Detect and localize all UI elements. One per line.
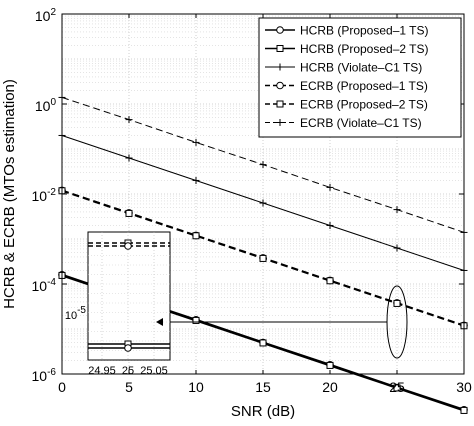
series-5-point-3 [259,161,267,169]
legend-marker-1 [276,45,284,52]
series-5-point-1 [125,116,133,124]
x-tick-label-3: 15 [255,379,271,395]
inset-y-tick-label-base: 10 [65,310,77,322]
series-5-point-4 [326,183,334,191]
y-tick-label-0: 10-6 [32,367,57,384]
y-tick-label-2: 10-2 [32,187,57,204]
legend-marker-5 [276,119,284,126]
series-4-point-3 [259,254,267,262]
x-tick-label-6: 30 [456,379,472,395]
legend-label-2: HCRB (Violate–C1 TS) [300,61,422,75]
inset-x-tick-label-0: 24.95 [88,365,116,377]
y-tick-label-3-base: 10 [35,98,51,114]
legend-label-4: ECRB (Proposed–2 TS) [300,98,428,112]
x-tick-label-1: 5 [125,379,133,395]
inset-zoom: 10-5 24.95 25 25.05 [65,231,408,377]
y-tick-label-1-exp: -4 [47,277,56,288]
inset-hcrb-marker-circle [124,344,132,352]
y-tick-label-2-base: 10 [32,188,48,204]
legend-label-0: HCRB (Proposed–1 TS) [300,24,429,38]
y-tick-label-0-exp: -6 [47,367,56,378]
y-tick-label-4: 102 [35,7,57,24]
series-5-point-5 [393,206,401,214]
x-tick-label-4: 20 [322,379,338,395]
legend-marker-2 [276,63,284,71]
y-tick-label-0-base: 10 [32,368,48,384]
y-tick-label-3: 100 [35,97,57,114]
series-5 [58,93,468,236]
legend-marker-3 [276,81,284,90]
series-4-point-5 [393,299,401,307]
legend-label-5: ECRB (Violate–C1 TS) [300,116,422,130]
x-tick-label-2: 10 [188,379,204,395]
series-1-point-2 [192,316,200,324]
legend-marker-4 [276,100,284,108]
inset-x-tick-label-1: 25 [122,365,134,377]
inset-x-tick-label-2: 25.05 [140,365,168,377]
inset-y-tick-label-exp: -5 [77,305,86,316]
y-tick-label-3-exp: 0 [50,97,56,108]
legend-box [258,17,462,138]
series-2-point-5 [393,244,401,252]
series-4-point-2 [192,232,200,240]
series-2-point-2 [192,176,200,184]
legend-marker-0 [276,26,284,34]
y-tick-label-1-base: 10 [32,278,48,294]
x-tick-label-0: 0 [58,379,66,395]
y-tick-label-2-exp: -2 [47,187,56,198]
series-2-point-3 [259,199,267,207]
inset-frame [87,231,171,361]
series-4-point-1 [125,209,133,217]
legend-label-1: HCRB (Proposed–2 TS) [300,42,429,56]
y-tick-label-1: 10-4 [32,277,57,294]
zoom-arrow-head [156,318,163,326]
legend-label-3: ECRB (Proposed–1 TS) [300,79,428,93]
series-1-point-3 [259,339,267,347]
y-tick-label-4-base: 10 [35,8,51,24]
inset-ecrb-marker-circle [124,242,132,250]
x-axis-label: SNR (dB) [231,403,295,420]
y-tick-label-4-exp: 2 [50,7,56,18]
legend: HCRB (Proposed–1 TS) HCRB (Proposed–2 TS)… [258,17,462,138]
series-1-point-6 [460,406,468,414]
series-2-point-1 [125,154,133,162]
x-tick-label-5: 25 [389,379,405,395]
inset-y-tick-label: 10-5 [65,305,87,322]
series-4-point-4 [326,277,334,285]
series-2-point-4 [326,221,334,229]
series-1-point-5 [393,384,401,392]
series-5-point-2 [192,138,200,146]
y-axis-label: HCRB & ECRB (MTOs estimation) [1,79,18,309]
series-1-point-4 [326,361,334,369]
